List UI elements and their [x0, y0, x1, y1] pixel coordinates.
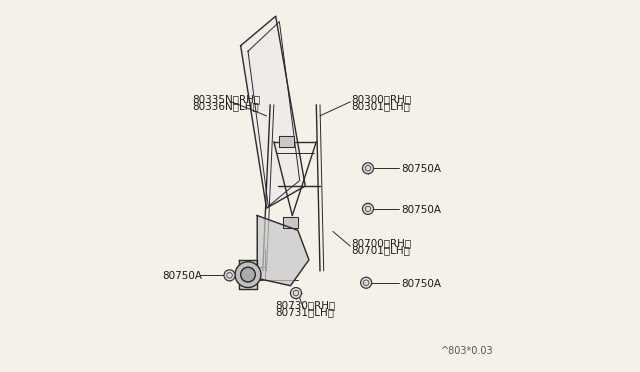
Circle shape: [235, 262, 261, 288]
Text: 80335N〈RH〉: 80335N〈RH〉: [193, 94, 260, 104]
Text: 80300〈RH〉: 80300〈RH〉: [351, 94, 412, 104]
Polygon shape: [239, 260, 257, 289]
Polygon shape: [241, 16, 305, 208]
Polygon shape: [257, 215, 309, 286]
Text: 80750A: 80750A: [401, 279, 441, 289]
Text: 80336N〈LH〉: 80336N〈LH〉: [193, 102, 259, 112]
Text: 80731〈LH〉: 80731〈LH〉: [276, 307, 335, 317]
Polygon shape: [280, 136, 294, 147]
Text: 80301〈LH〉: 80301〈LH〉: [351, 102, 410, 112]
Text: 80750A: 80750A: [401, 205, 441, 215]
Circle shape: [362, 203, 374, 214]
Polygon shape: [283, 217, 298, 228]
Circle shape: [224, 270, 235, 281]
Text: 80750A: 80750A: [401, 164, 441, 174]
Text: 80700〈RH〉: 80700〈RH〉: [351, 238, 412, 248]
Circle shape: [291, 288, 301, 299]
Circle shape: [241, 267, 255, 282]
Text: ^803*0.03: ^803*0.03: [441, 346, 493, 356]
Circle shape: [360, 277, 372, 288]
Circle shape: [362, 163, 374, 174]
Text: 80750A: 80750A: [162, 272, 202, 282]
Text: 80730〈RH〉: 80730〈RH〉: [276, 300, 336, 310]
Text: 80701〈LH〉: 80701〈LH〉: [351, 246, 410, 256]
